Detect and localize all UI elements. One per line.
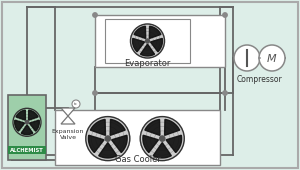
Polygon shape: [134, 26, 146, 39]
Circle shape: [130, 24, 164, 58]
Polygon shape: [112, 135, 127, 152]
Circle shape: [86, 117, 130, 161]
Circle shape: [223, 91, 227, 95]
Polygon shape: [166, 135, 182, 152]
Text: ALCHEMIST: ALCHEMIST: [10, 148, 44, 152]
FancyBboxPatch shape: [105, 19, 190, 63]
Circle shape: [72, 100, 80, 108]
Text: Evaporator: Evaporator: [124, 58, 171, 67]
Polygon shape: [21, 125, 33, 135]
Text: Gas Cooler: Gas Cooler: [115, 155, 160, 164]
Polygon shape: [133, 38, 145, 52]
FancyBboxPatch shape: [55, 110, 220, 165]
Circle shape: [140, 117, 184, 161]
Polygon shape: [145, 120, 160, 135]
Text: Compressor: Compressor: [237, 75, 282, 84]
Polygon shape: [149, 26, 161, 39]
Circle shape: [13, 108, 41, 136]
Polygon shape: [153, 143, 171, 158]
Polygon shape: [28, 110, 38, 120]
Circle shape: [223, 13, 227, 17]
Polygon shape: [61, 116, 75, 124]
Circle shape: [93, 91, 97, 95]
Polygon shape: [29, 120, 39, 131]
Polygon shape: [143, 135, 158, 152]
Polygon shape: [165, 120, 180, 135]
Polygon shape: [88, 135, 104, 152]
Circle shape: [93, 13, 97, 17]
Text: tc: tc: [74, 102, 78, 106]
Text: Expansion
Valve: Expansion Valve: [52, 129, 84, 140]
Circle shape: [160, 136, 165, 141]
Polygon shape: [140, 44, 154, 56]
Polygon shape: [99, 143, 117, 158]
Circle shape: [146, 39, 149, 43]
FancyBboxPatch shape: [8, 95, 46, 160]
Polygon shape: [90, 120, 106, 135]
Polygon shape: [16, 110, 26, 120]
Polygon shape: [15, 120, 25, 131]
Circle shape: [25, 121, 29, 124]
Text: M: M: [267, 54, 277, 64]
Polygon shape: [61, 108, 75, 116]
Circle shape: [105, 136, 110, 141]
Circle shape: [259, 45, 285, 71]
Polygon shape: [150, 38, 163, 52]
FancyBboxPatch shape: [95, 15, 225, 67]
Circle shape: [234, 45, 260, 71]
Polygon shape: [110, 120, 125, 135]
